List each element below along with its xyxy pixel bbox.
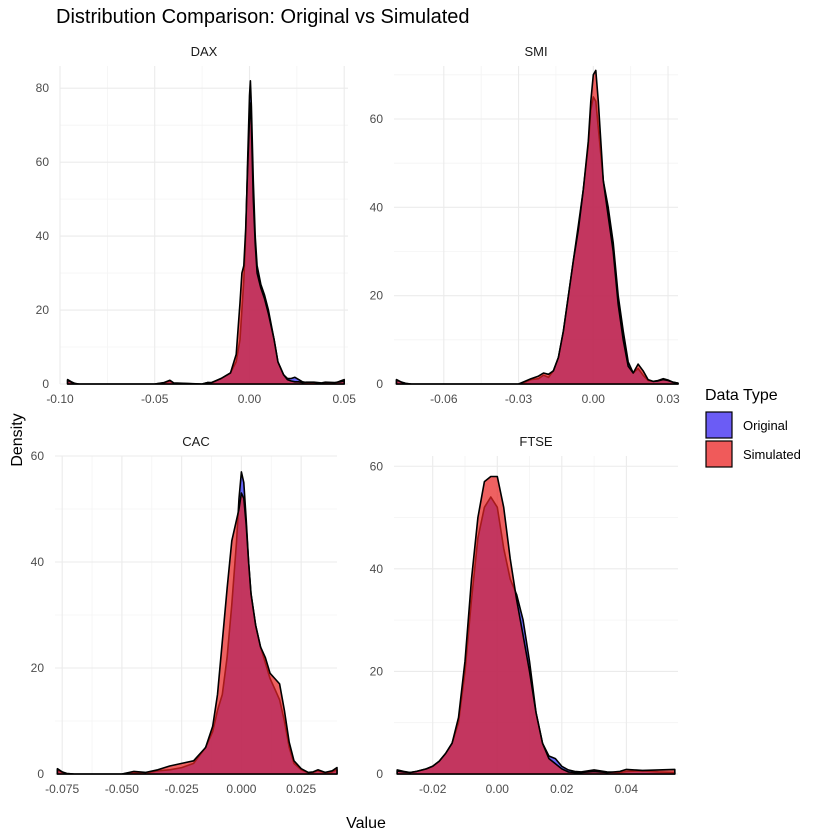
- y-tick-label: 0: [376, 767, 383, 781]
- x-tick-label: -0.075: [45, 782, 79, 796]
- panel-title: CAC: [182, 434, 209, 449]
- density-area-simulated-cac: [56, 492, 338, 775]
- y-axis-title: Density: [9, 413, 26, 466]
- legend: Data Type Original Simulated: [705, 387, 801, 468]
- density-area-original-dax: [66, 80, 345, 385]
- x-tick-label: 0.03: [656, 392, 680, 406]
- panel-dax: -0.10 -0.05 0.00 0.05 0 20 40 60 80 DAX: [36, 44, 357, 406]
- y-tick-label: 40: [36, 229, 50, 243]
- x-tick-label: 0.00: [238, 392, 262, 406]
- y-tick-label: 0: [37, 767, 44, 781]
- panel-title: SMI: [524, 44, 547, 59]
- x-tick-label: -0.050: [105, 782, 139, 796]
- y-tick-label: 20: [370, 289, 384, 303]
- legend-label-simulated: Simulated: [743, 447, 801, 462]
- y-tick-label: 80: [36, 81, 50, 95]
- legend-title: Data Type: [705, 387, 778, 404]
- y-tick-label: 20: [370, 664, 384, 678]
- legend-swatch-simulated: [705, 440, 733, 468]
- y-tick-label: 0: [376, 377, 383, 391]
- density-area-original-cac: [56, 471, 338, 775]
- y-tick-label: 40: [370, 562, 384, 576]
- legend-swatch-original: [705, 411, 733, 439]
- panel-cac: -0.075 -0.050 -0.025 0.000 0.025 0 20 40 60 CAC: [31, 434, 338, 796]
- density-area-simulated-ftse: [396, 475, 676, 775]
- density-area-simulated-dax: [66, 102, 345, 385]
- y-tick-label: 40: [31, 555, 45, 569]
- x-tick-label: -0.05: [141, 392, 169, 406]
- panel-ftse: -0.02 0.00 0.02 0.04 0 20 40 60 FTSE: [370, 434, 678, 796]
- y-tick-label: 0: [42, 377, 49, 391]
- x-axis-title: Value: [346, 815, 386, 832]
- y-tick-label: 40: [370, 200, 384, 214]
- facet-panels: -0.10 -0.05 0.00 0.05 0 20 40 60 80 DAX -0.06 -0.03…: [31, 44, 680, 796]
- y-tick-label: 20: [31, 661, 45, 675]
- x-tick-label: 0.000: [226, 782, 256, 796]
- y-tick-label: 60: [31, 449, 45, 463]
- x-tick-label: -0.06: [430, 392, 458, 406]
- x-tick-label: 0.05: [333, 392, 357, 406]
- y-tick-label: 20: [36, 303, 50, 317]
- x-tick-label: -0.02: [419, 782, 447, 796]
- x-tick-label: -0.03: [505, 392, 533, 406]
- y-tick-label: 60: [370, 459, 384, 473]
- panel-smi: -0.06 -0.03 0.00 0.03 0 20 40 60 SMI: [370, 44, 680, 406]
- legend-label-original: Original: [743, 418, 788, 433]
- x-tick-label: 0.025: [286, 782, 316, 796]
- chart-title: Distribution Comparison: Original vs Sim…: [56, 6, 470, 28]
- x-tick-label: 0.02: [550, 782, 574, 796]
- density-area-original-smi: [395, 96, 679, 385]
- panel-title: FTSE: [519, 434, 553, 449]
- y-tick-label: 60: [370, 112, 384, 126]
- density-area-simulated-smi: [395, 69, 679, 385]
- panel-title: DAX: [191, 44, 218, 59]
- x-tick-label: -0.10: [46, 392, 74, 406]
- x-tick-label: 0.04: [615, 782, 639, 796]
- x-tick-label: 0.00: [486, 782, 510, 796]
- x-tick-label: 0.00: [582, 392, 606, 406]
- x-tick-label: -0.025: [165, 782, 199, 796]
- y-tick-label: 60: [36, 155, 50, 169]
